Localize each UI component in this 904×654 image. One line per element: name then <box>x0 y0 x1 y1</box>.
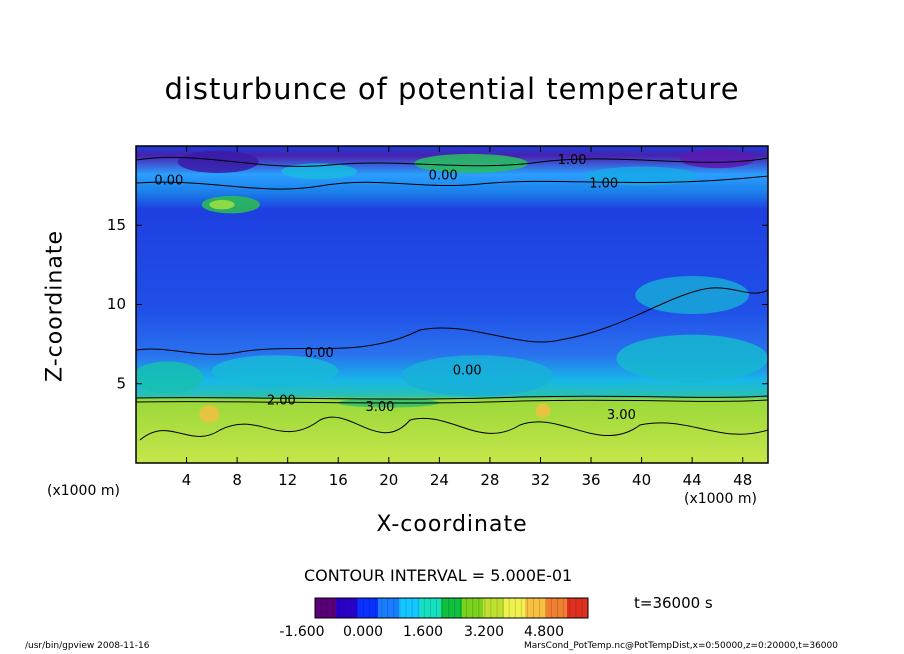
contour-label: 1.00 <box>589 177 618 192</box>
colorbar-segment <box>420 598 442 618</box>
colorbar-segment <box>462 598 484 618</box>
y-tick-label: 15 <box>107 216 126 234</box>
x-tick-label: 48 <box>733 471 752 489</box>
contour-lines <box>136 156 768 441</box>
field-feature <box>177 150 259 173</box>
x-tick-label: 24 <box>430 471 449 489</box>
x-tick-label: 8 <box>232 471 242 489</box>
field-feature <box>535 403 551 418</box>
x-tick-label: 16 <box>329 471 348 489</box>
field-feature <box>209 199 235 210</box>
contour-label: 3.00 <box>365 400 394 415</box>
contour-line <box>136 287 768 355</box>
x-axis-label: X-coordinate <box>376 512 528 537</box>
field-feature <box>136 361 203 394</box>
field-feature <box>584 166 699 186</box>
colorbar-segment <box>525 598 547 618</box>
colorbar-tick-label: 4.800 <box>524 624 564 640</box>
colorbar-segment <box>504 598 526 618</box>
contour-line <box>136 175 768 190</box>
x-tick-label: 40 <box>632 471 651 489</box>
chart-title: disturbunce of potential temperature <box>164 72 740 106</box>
colorbar-tick-label: 0.000 <box>343 624 383 640</box>
colorbar-segment <box>399 598 421 618</box>
footer-source: MarsCond_PotTemp.nc@PotTempDist,x=0:5000… <box>524 641 838 651</box>
time-label: t=36000 s <box>634 594 713 612</box>
x-tick-label: 4 <box>182 471 192 489</box>
contour-interval-label: CONTOUR INTERVAL = 5.000E-01 <box>304 566 573 585</box>
colorbar-segment <box>441 598 463 618</box>
contour-label: 1.00 <box>558 153 587 168</box>
x-axis: 4 8 12 16 20 24 28 32 36 40 44 48 <box>182 146 752 489</box>
field-feature <box>199 405 220 423</box>
contour-label: 2.00 <box>267 394 296 409</box>
colorbar-frame <box>314 597 589 619</box>
x-unit-right: (x1000 m) <box>684 491 757 507</box>
x-tick-label: 36 <box>581 471 600 489</box>
contour-line <box>136 156 768 167</box>
colorbar-segment <box>483 598 505 618</box>
y-tick-label: 10 <box>107 295 126 313</box>
contour-line <box>136 395 768 400</box>
field-feature <box>616 334 768 383</box>
contour-label: 3.00 <box>607 408 636 423</box>
field-feature <box>211 355 339 387</box>
colorbar-segment <box>378 598 400 618</box>
footer-command: /usr/bin/gpview 2008-11-16 <box>25 641 150 651</box>
contour-line <box>139 416 768 441</box>
contour-label: 0.00 <box>429 169 458 184</box>
x-unit-left: (x1000 m) <box>47 483 120 499</box>
y-axis: 5 10 15 <box>107 216 768 392</box>
colorbar: -1.600 0.000 1.600 3.200 4.800 <box>279 597 589 640</box>
colorbar-segment <box>546 598 568 618</box>
x-tick-label: 20 <box>379 471 398 489</box>
contour-label: 0.00 <box>305 346 334 361</box>
x-tick-label: 32 <box>531 471 550 489</box>
contour-label: 0.00 <box>154 173 183 188</box>
colorbar-tick-label: -1.600 <box>279 624 324 640</box>
colorbar-segment <box>315 598 337 618</box>
field-feature <box>401 355 554 397</box>
contour-line <box>136 399 768 404</box>
contour-label: 0.00 <box>453 364 482 379</box>
x-tick-label: 44 <box>683 471 702 489</box>
colorbar-segment <box>357 598 379 618</box>
x-tick-label: 12 <box>278 471 297 489</box>
field-feature <box>679 149 756 169</box>
y-tick-label: 5 <box>116 374 126 392</box>
field-feature <box>414 153 528 173</box>
colorbar-tick-label: 3.200 <box>464 624 504 640</box>
plot-area <box>136 146 768 463</box>
colorbar-segment <box>336 598 358 618</box>
field-feature <box>635 275 750 315</box>
colorbar-segment <box>567 598 589 618</box>
field-feature <box>281 163 358 180</box>
field-features <box>136 149 768 423</box>
x-tick-label: 28 <box>480 471 499 489</box>
colorbar-tick-label: 1.600 <box>403 624 443 640</box>
contour-labels: 0.00 0.00 1.001.00 0.00 0.00 2.00 3.00 3.00 <box>154 153 635 423</box>
